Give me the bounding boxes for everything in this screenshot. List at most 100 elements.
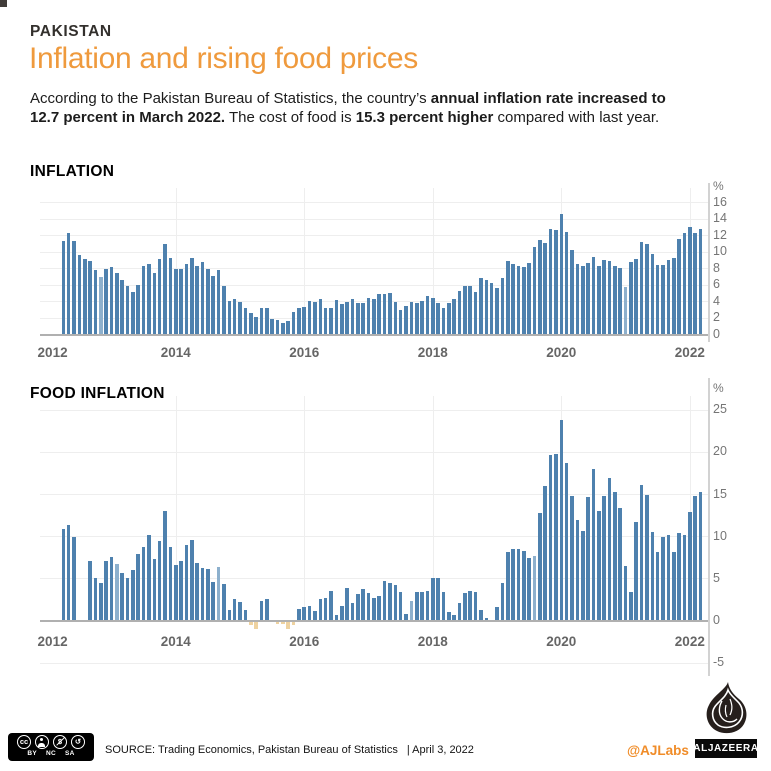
year-gridline — [175, 188, 177, 334]
bar — [98, 277, 103, 334]
bar — [297, 307, 301, 334]
bar — [591, 257, 596, 334]
bar — [671, 258, 676, 334]
gridline — [40, 317, 709, 319]
bar — [623, 286, 628, 334]
year-gridline — [304, 188, 306, 334]
bar — [629, 591, 633, 621]
bar — [436, 302, 440, 334]
bar — [259, 307, 264, 334]
bar — [473, 291, 478, 334]
cc-label-sa: SA — [65, 750, 75, 757]
bar — [393, 585, 398, 621]
bar — [334, 300, 339, 334]
bar — [222, 286, 226, 334]
y-axis-unit-label: % — [713, 381, 724, 395]
bar — [248, 621, 253, 625]
bar — [511, 548, 515, 621]
bar — [339, 304, 344, 334]
bar — [538, 513, 542, 621]
bar — [377, 596, 382, 621]
bar — [607, 478, 612, 621]
bar — [409, 301, 414, 334]
bar — [366, 592, 371, 621]
y-axis-tick-label: 16 — [713, 194, 727, 209]
y-axis-tick-label: 14 — [713, 211, 727, 225]
x-axis-year-label: 2012 — [37, 345, 68, 360]
cc-icons-row: cc $ ↺ — [17, 735, 85, 749]
x-axis-year-label: 2016 — [289, 634, 320, 649]
bar — [243, 610, 248, 621]
year-gridline — [175, 396, 177, 621]
bar — [382, 294, 387, 334]
bar — [629, 262, 633, 334]
bar — [77, 619, 82, 621]
bar — [259, 601, 264, 621]
subtitle-text: annual inflation rate increased to — [430, 90, 666, 107]
bar — [323, 307, 328, 334]
bar — [602, 495, 606, 621]
bar — [93, 270, 98, 334]
bar — [559, 419, 564, 621]
subtitle-text: The cost of food is — [225, 109, 356, 126]
bar — [516, 265, 521, 334]
bar — [538, 239, 542, 334]
bar — [468, 590, 473, 621]
bar — [350, 299, 355, 334]
bar — [254, 621, 258, 630]
bar — [136, 553, 141, 621]
x-axis-year-label: 2018 — [417, 634, 448, 649]
gridline — [40, 202, 709, 203]
bar — [645, 494, 649, 621]
bar — [414, 302, 419, 334]
bar — [580, 266, 585, 334]
creative-commons-badge: cc $ ↺ BY NC SA — [8, 733, 94, 761]
bar — [398, 310, 403, 334]
y-axis-tick-label: 12 — [713, 227, 727, 242]
bar — [318, 299, 323, 334]
kicker: PAKISTAN — [30, 23, 112, 40]
bar — [613, 491, 617, 621]
bar — [682, 534, 687, 621]
bar — [500, 277, 505, 334]
bar — [211, 276, 216, 334]
bar — [655, 264, 660, 334]
bar — [382, 580, 387, 621]
cc-label-by: BY — [27, 750, 37, 757]
bar — [666, 534, 671, 621]
bar — [350, 602, 355, 621]
bar — [677, 532, 681, 621]
bar — [286, 621, 290, 630]
bar — [404, 305, 408, 334]
x-axis-year-label: 2018 — [417, 345, 448, 360]
y-axis-tick-label: 4 — [713, 293, 720, 308]
bar — [548, 455, 553, 621]
gridline — [40, 301, 709, 302]
y-axis-tick-label: 6 — [713, 277, 720, 291]
bar — [522, 267, 526, 334]
bar — [168, 258, 173, 334]
bar — [613, 265, 617, 334]
bar — [366, 297, 371, 334]
y-axis-unit-label: % — [713, 179, 724, 193]
bar — [377, 293, 382, 334]
bar — [238, 601, 242, 621]
bar — [607, 260, 612, 334]
bar — [254, 316, 258, 334]
food-inflation-chart-title: FOOD INFLATION — [30, 385, 165, 402]
year-gridline — [561, 396, 563, 621]
bar — [184, 545, 189, 621]
bar — [190, 258, 194, 334]
bar — [323, 597, 328, 621]
bar — [597, 266, 601, 334]
y-axis-tick-label: 10 — [713, 528, 727, 543]
bar — [157, 541, 162, 621]
bar — [655, 552, 660, 621]
y-axis-tick-label: 2 — [713, 310, 720, 324]
bar — [484, 280, 489, 334]
bar — [356, 302, 360, 334]
cc-icon: cc — [17, 735, 31, 749]
bar — [248, 313, 253, 334]
bar — [639, 242, 644, 334]
gridline — [40, 536, 709, 538]
